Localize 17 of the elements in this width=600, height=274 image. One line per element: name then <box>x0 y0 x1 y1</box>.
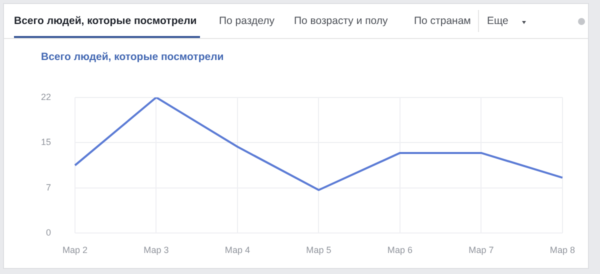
x-tick-label: Мар 8 <box>550 245 576 256</box>
y-tick-label: 7 <box>46 182 52 192</box>
text: По возрасту и полу <box>294 15 388 27</box>
x-tick-label: Мар 4 <box>224 245 250 256</box>
x-tick-label: Мар 3 <box>144 245 169 256</box>
y-tick-label: 22 <box>40 92 52 102</box>
text: По странам <box>414 15 471 27</box>
y-tick-label: 15 <box>40 137 52 148</box>
x-tick-label: Мар 7 <box>468 245 494 256</box>
text: Еще <box>487 15 508 27</box>
text: По разделу <box>219 15 274 27</box>
x-tick-label: Мар 6 <box>387 245 413 256</box>
x-tick-label: Мар 2 <box>62 245 88 256</box>
x-tick-label: Мар 5 <box>306 245 332 256</box>
chart-title: Всего людей, которые посмотрели <box>41 51 224 63</box>
text: Всего людей, которые посмотрели <box>14 15 197 27</box>
y-tick-label: 0 <box>46 228 52 238</box>
